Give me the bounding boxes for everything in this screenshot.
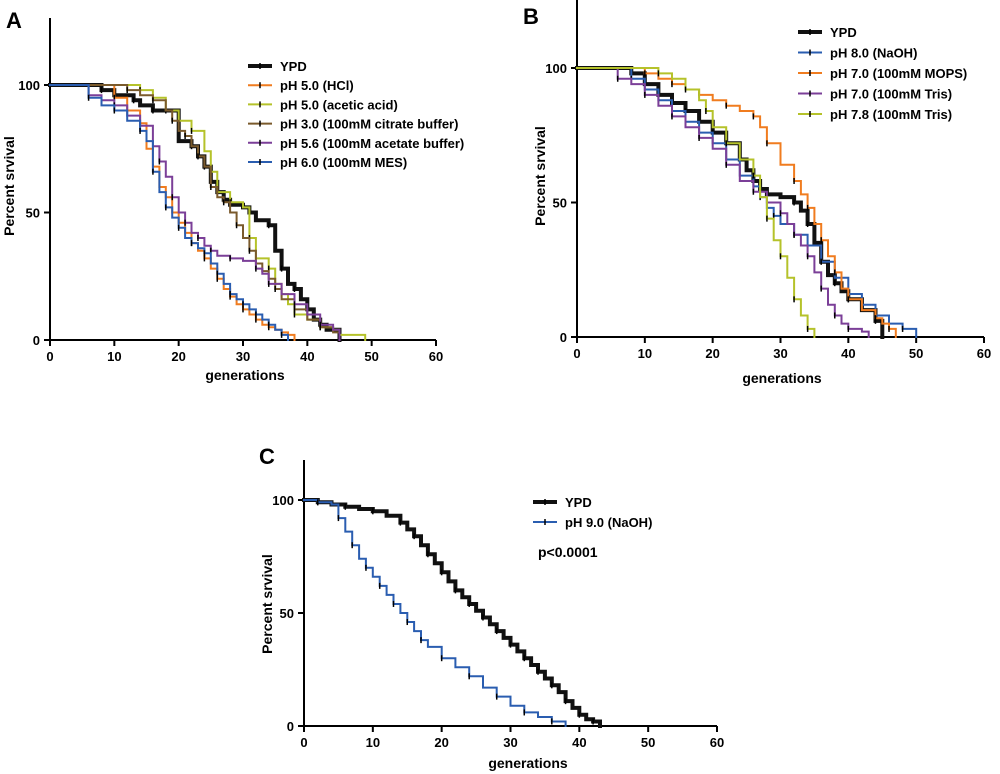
panel-b-legend-label-ph-7-8-100mm-tris: pH 7.8 (100mM Tris) xyxy=(830,107,952,122)
panel-c-series-line-ph-9-0-naoh xyxy=(303,499,567,727)
panel-b-x-tick-label: 0 xyxy=(573,346,580,361)
panel-letter-c: C xyxy=(259,444,275,469)
panel-c-x-tick-label: 0 xyxy=(300,735,307,750)
panel-c-legend: YPD pH 9.0 (NaOH) xyxy=(533,495,652,530)
panel-a-legend-label-ph-5-6-100mm-acetate-buffer: pH 5.6 (100mM acetate buffer) xyxy=(280,136,464,151)
panel-c-y-tick-label: 50 xyxy=(280,606,294,621)
panel-b-series-line-ph-7-0-100mm-tris xyxy=(576,67,870,338)
panel-a-x-axis-title: generations xyxy=(205,367,285,383)
panel-c-x-tick-label: 20 xyxy=(434,735,448,750)
panel-c-series-line-ypd xyxy=(302,498,602,728)
panel-c-x-tick-label: 60 xyxy=(710,735,724,750)
panel-b-legend-label-ph-7-0-100mm-mops: pH 7.0 (100mM MOPS) xyxy=(830,66,967,81)
panel-c-y-tick-label: 0 xyxy=(287,719,294,734)
panel-b-axes: 0 10 20 30 40 50 60 0 50 100 xyxy=(545,0,991,361)
panel-c-y-tick-label: 100 xyxy=(272,493,294,508)
panel-a-legend-label-ph-5-0-acetic-acid: pH 5.0 (acetic acid) xyxy=(280,97,398,112)
panel-a-series-line-ph-5-6-100mm-acetate-buffer xyxy=(49,84,341,341)
panel-b-x-tick-label: 20 xyxy=(705,346,719,361)
panel-b-legend: YPD pH 8.0 (NaOH) pH 7.0 (100mM MOPS) pH 7.… xyxy=(798,25,967,122)
panel-b-legend-label-ph-8-0-naoh: pH 8.0 (NaOH) xyxy=(830,46,917,61)
panel-a: A generations Percent srvival 0 10 20 30 40 5… xyxy=(1,8,464,383)
panel-a-x-tick-label: 60 xyxy=(429,349,443,364)
panel-b-legend-label-ph-7-0-100mm-tris: pH 7.0 (100mM Tris) xyxy=(830,87,952,102)
panel-letter-a: A xyxy=(6,8,22,33)
panel-a-y-tick-label: 100 xyxy=(18,78,40,93)
panel-a-legend-label-ph-3-0-100mm-citrate-buffer: pH 3.0 (100mM citrate buffer) xyxy=(280,117,458,132)
panel-b-legend-label-ypd: YPD xyxy=(830,25,857,40)
panel-a-x-tick-label: 20 xyxy=(171,349,185,364)
panel-a-y-tick-label: 50 xyxy=(26,206,40,221)
panel-a-x-tick-label: 10 xyxy=(107,349,121,364)
panel-a-legend-label-ph-6-0-100mm-mes: pH 6.0 (100mM MES) xyxy=(280,155,407,170)
panel-a-plot-area xyxy=(48,83,367,342)
panel-a-y-axis-title: Percent srvival xyxy=(1,136,17,236)
panel-c-legend-label-ph-9-0-naoh: pH 9.0 (NaOH) xyxy=(565,515,652,530)
panel-c-x-tick-label: 30 xyxy=(503,735,517,750)
panel-a-legend: YPD pH 5.0 (HCl) pH 5.0 (acetic acid) pH 3.… xyxy=(248,59,464,170)
panel-c-p-value-annotation: p<0.0001 xyxy=(538,544,598,560)
panel-letter-b: B xyxy=(523,4,539,29)
panel-c-y-axis-title: Percent srvival xyxy=(259,554,275,654)
panel-a-legend-label-ypd: YPD xyxy=(280,59,307,74)
panel-b-x-tick-label: 60 xyxy=(977,346,991,361)
panel-a-y-tick-label: 0 xyxy=(33,333,40,348)
panel-b-x-tick-label: 50 xyxy=(909,346,923,361)
panel-b-x-tick-label: 30 xyxy=(773,346,787,361)
panel-c-x-tick-label: 40 xyxy=(572,735,586,750)
panel-b-y-tick-label: 100 xyxy=(545,61,567,76)
panel-b-x-tick-label: 40 xyxy=(841,346,855,361)
panel-a-x-tick-label: 50 xyxy=(364,349,378,364)
panel-b-y-axis-title: Percent srvival xyxy=(532,126,548,226)
panel-c-x-axis-title: generations xyxy=(488,755,568,771)
panel-b-plot-area xyxy=(575,66,918,339)
panel-c-x-tick-label: 50 xyxy=(641,735,655,750)
panel-c-legend-label-ypd: YPD xyxy=(565,495,592,510)
panel-b-y-tick-label: 50 xyxy=(553,196,567,211)
panel-a-series-line-ph-6-0-100mm-mes xyxy=(49,84,289,341)
panel-c-plot-area xyxy=(302,498,602,728)
panel-a-x-tick-label: 40 xyxy=(300,349,314,364)
panel-a-x-tick-label: 30 xyxy=(236,349,250,364)
panel-b-x-axis-title: generations xyxy=(742,370,822,386)
panel-b: B generations Percent srvival 0 10 20 30 40 5… xyxy=(523,0,991,386)
panel-a-legend-label-ph-5-0-hcl: pH 5.0 (HCl) xyxy=(280,78,354,93)
panel-b-x-tick-label: 10 xyxy=(638,346,652,361)
panel-a-axes: 0 10 20 30 40 50 60 0 50 100 xyxy=(18,18,443,364)
panel-a-x-tick-label: 0 xyxy=(46,349,53,364)
panel-c-axes: 0 10 20 30 40 50 60 0 50 100 xyxy=(272,460,724,750)
panel-c-x-tick-label: 10 xyxy=(366,735,380,750)
panel-c: C generations Percent srvival p<0.0001 0… xyxy=(259,444,724,771)
panel-b-y-tick-label: 0 xyxy=(560,330,567,345)
